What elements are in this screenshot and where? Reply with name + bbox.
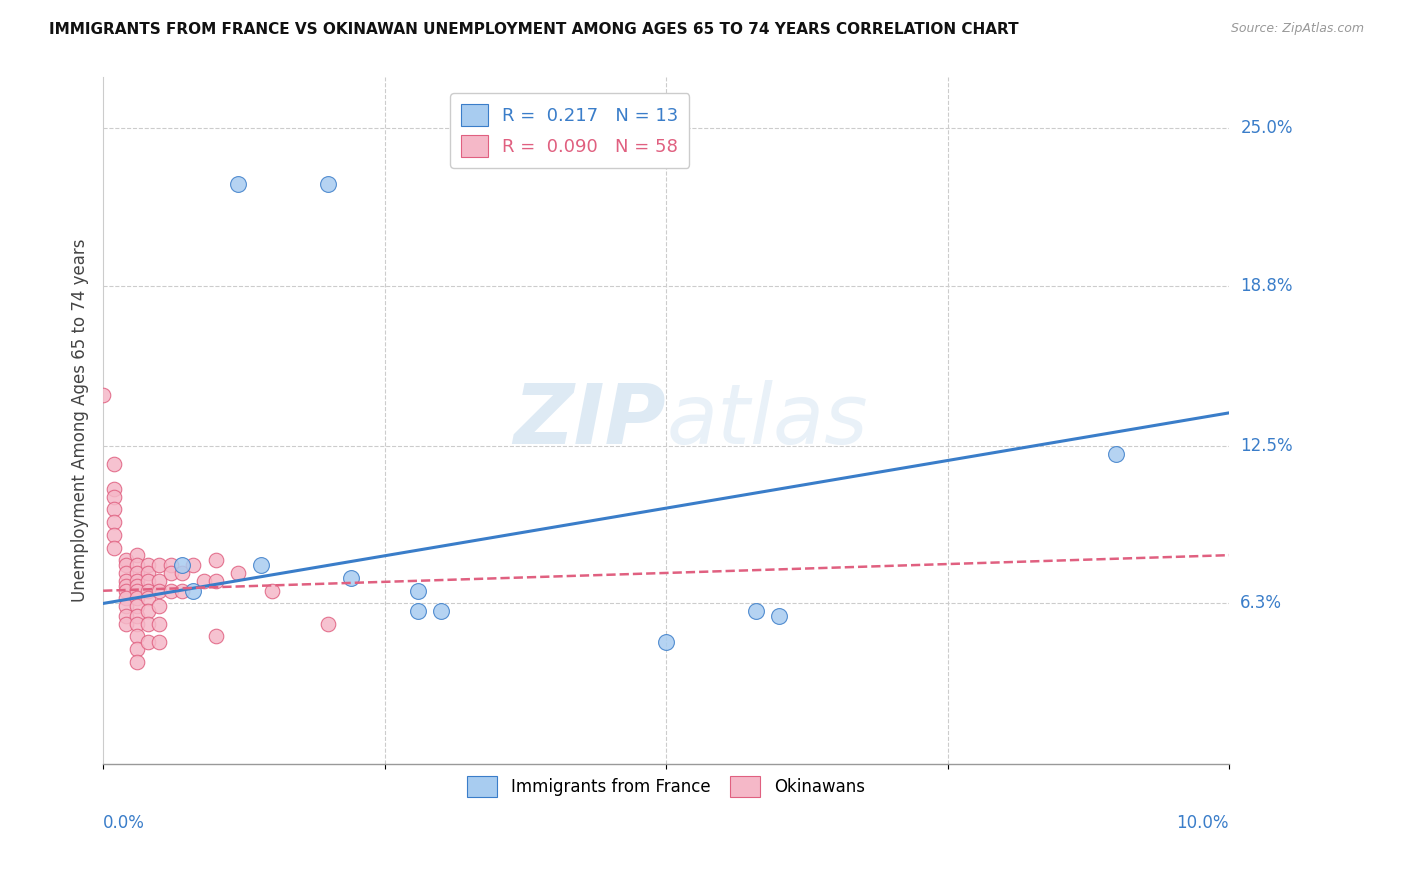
Point	[318, 177, 340, 191]
Point	[745, 604, 768, 618]
Point	[114, 558, 136, 573]
Point	[226, 177, 249, 191]
Point	[430, 604, 453, 618]
Point	[226, 566, 249, 580]
Legend: Immigrants from France, Okinawans: Immigrants from France, Okinawans	[461, 770, 872, 803]
Text: 18.8%: 18.8%	[1240, 277, 1294, 294]
Point	[408, 583, 430, 598]
Point	[103, 515, 125, 529]
Point	[136, 583, 159, 598]
Point	[103, 490, 125, 504]
Point	[103, 457, 125, 471]
Point	[125, 609, 148, 624]
Point	[136, 558, 159, 573]
Point	[125, 655, 148, 669]
Point	[1105, 446, 1128, 460]
Point	[125, 548, 148, 562]
Point	[125, 630, 148, 644]
Point	[159, 566, 181, 580]
Point	[181, 558, 204, 573]
Point	[114, 579, 136, 593]
Point	[125, 591, 148, 606]
Point	[136, 616, 159, 631]
Point	[148, 616, 170, 631]
Point	[655, 634, 678, 648]
Point	[136, 574, 159, 588]
Point	[125, 583, 148, 598]
Point	[103, 502, 125, 516]
Text: 12.5%: 12.5%	[1240, 437, 1294, 455]
Point	[768, 609, 790, 624]
Point	[114, 583, 136, 598]
Text: 6.3%: 6.3%	[1240, 594, 1282, 613]
Point	[249, 558, 271, 573]
Point	[318, 616, 340, 631]
Point	[159, 583, 181, 598]
Text: 0.0%: 0.0%	[103, 814, 145, 832]
Point	[125, 599, 148, 613]
Point	[125, 579, 148, 593]
Point	[136, 634, 159, 648]
Point	[193, 574, 215, 588]
Text: Source: ZipAtlas.com: Source: ZipAtlas.com	[1230, 22, 1364, 36]
Text: 25.0%: 25.0%	[1240, 120, 1294, 137]
Point	[103, 541, 125, 555]
Point	[103, 482, 125, 496]
Point	[125, 642, 148, 657]
Point	[125, 558, 148, 573]
Text: atlas: atlas	[666, 380, 868, 461]
Text: ZIP: ZIP	[513, 380, 666, 461]
Point	[204, 553, 226, 567]
Point	[114, 574, 136, 588]
Point	[114, 553, 136, 567]
Point	[91, 388, 114, 402]
Point	[136, 591, 159, 606]
Point	[340, 571, 363, 585]
Point	[170, 558, 193, 573]
Point	[170, 566, 193, 580]
Point	[170, 583, 193, 598]
Point	[408, 604, 430, 618]
Point	[148, 599, 170, 613]
Point	[148, 574, 170, 588]
Y-axis label: Unemployment Among Ages 65 to 74 years: Unemployment Among Ages 65 to 74 years	[72, 239, 89, 602]
Point	[148, 634, 170, 648]
Point	[125, 616, 148, 631]
Point	[148, 558, 170, 573]
Point	[204, 574, 226, 588]
Point	[114, 616, 136, 631]
Point	[260, 583, 283, 598]
Point	[125, 574, 148, 588]
Point	[114, 591, 136, 606]
Point	[114, 566, 136, 580]
Text: IMMIGRANTS FROM FRANCE VS OKINAWAN UNEMPLOYMENT AMONG AGES 65 TO 74 YEARS CORREL: IMMIGRANTS FROM FRANCE VS OKINAWAN UNEMP…	[49, 22, 1019, 37]
Point	[148, 583, 170, 598]
Point	[136, 604, 159, 618]
Point	[125, 566, 148, 580]
Point	[103, 528, 125, 542]
Point	[181, 583, 204, 598]
Point	[204, 630, 226, 644]
Point	[136, 566, 159, 580]
Text: 10.0%: 10.0%	[1177, 814, 1229, 832]
Point	[114, 609, 136, 624]
Point	[159, 558, 181, 573]
Point	[114, 599, 136, 613]
